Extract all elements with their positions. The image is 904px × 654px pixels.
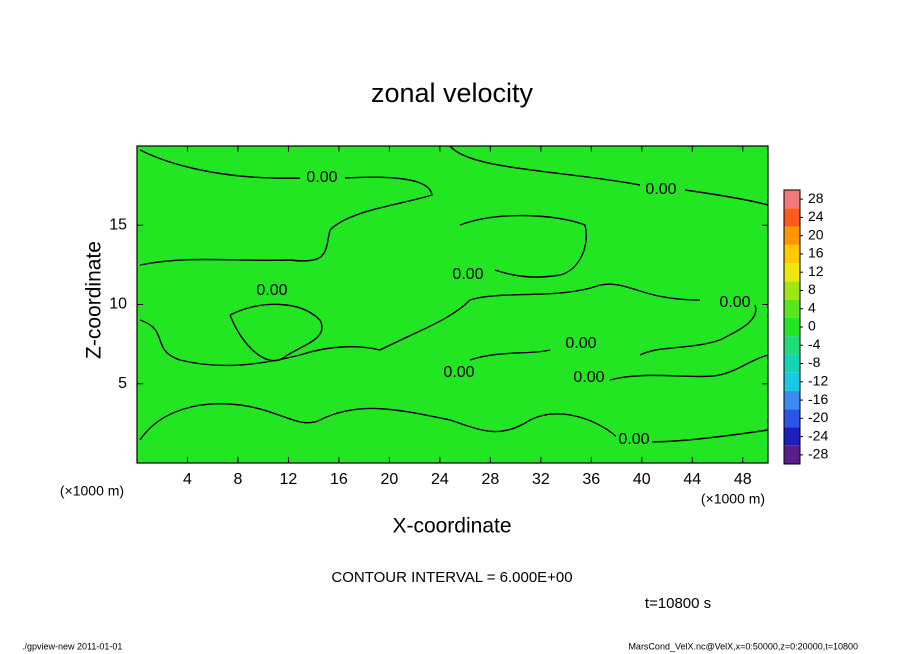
colorbar-label: -28	[808, 446, 828, 462]
colorbar-box	[784, 226, 800, 245]
colorbar-label: 20	[808, 226, 824, 242]
contour-label-bg	[643, 182, 679, 198]
colorbar-label: -12	[808, 373, 828, 389]
x-tick-label: 24	[431, 471, 449, 488]
chart-title: zonal velocity	[371, 78, 534, 108]
colorbar-label: 4	[808, 299, 816, 315]
contour-label-bg	[616, 432, 652, 448]
x-tick-label: 48	[734, 471, 752, 488]
x-tick-label: 12	[280, 471, 298, 488]
colorbar-label: 0	[808, 318, 816, 334]
colorbar-label: -20	[808, 409, 828, 425]
contour-line	[469, 349, 769, 381]
colorbar-label: 16	[808, 245, 824, 261]
colorbar-box	[784, 208, 800, 227]
contour-line	[139, 149, 433, 266]
colorbar-box	[784, 263, 800, 282]
x-tick-label: 32	[532, 471, 550, 488]
contour-label: 0.00	[645, 181, 676, 198]
x-tick-label: 4	[183, 471, 192, 488]
contour-line	[459, 214, 587, 278]
colorbar-box	[784, 281, 800, 300]
colorbar-box	[784, 427, 800, 446]
contour-label: 0.00	[618, 431, 649, 448]
contour-label: 0.00	[443, 364, 474, 381]
contour-label-bg	[571, 370, 607, 386]
x-tick-label: 44	[683, 471, 701, 488]
field	[137, 146, 768, 463]
colorbar-box	[784, 299, 800, 318]
x-tick-label: 20	[381, 471, 399, 488]
y-scale-label: (×1000 m)	[60, 483, 124, 499]
colorbar-label: -24	[808, 427, 828, 443]
colorbar-box	[784, 372, 800, 391]
contours	[139, 145, 769, 443]
x-tick-label: 36	[582, 471, 600, 488]
colorbar-box	[784, 445, 800, 464]
y-tick-label: 5	[118, 375, 127, 392]
colorbar-label: 24	[808, 208, 824, 224]
x-scale-label: (×1000 m)	[701, 491, 765, 507]
contour-label-bg	[717, 295, 753, 311]
colorbar-box	[784, 409, 800, 428]
x-tick-label: 8	[234, 471, 243, 488]
contour-line	[139, 283, 757, 367]
colorbar-label: 28	[808, 190, 824, 206]
contour-label-bg	[450, 267, 486, 283]
contour-label: 0.00	[719, 294, 750, 311]
colorbar-label: 12	[808, 263, 824, 279]
colorbar-box	[784, 354, 800, 373]
contour-interval: CONTOUR INTERVAL = 6.000E+00	[331, 569, 572, 586]
contour-label: 0.00	[573, 369, 604, 386]
contour-label-bg	[441, 365, 477, 381]
contour-line	[229, 303, 323, 362]
contour-label: 0.00	[565, 335, 596, 352]
contour-label-bg	[254, 283, 290, 299]
contour-label: 0.00	[306, 169, 337, 186]
x-tick-label: 28	[481, 471, 499, 488]
colorbar-label: -4	[808, 336, 821, 352]
x-tick-label: 16	[330, 471, 348, 488]
field-fill	[137, 146, 768, 463]
x-tick-label: 40	[633, 471, 651, 488]
colorbar-box	[784, 390, 800, 410]
colorbar-box	[784, 190, 800, 209]
footer-right: MarsCond_VelX.nc@VelX,x=0:50000,z=0:2000…	[628, 641, 858, 651]
y-tick-label: 10	[109, 296, 127, 313]
contour-label-bg	[304, 170, 340, 186]
contour-label: 0.00	[452, 266, 483, 283]
colorbar-box	[784, 244, 800, 264]
colorbar-label: 8	[808, 281, 816, 297]
time-label: t=10800 s	[645, 595, 711, 612]
x-axis-label: X-coordinate	[392, 515, 511, 538]
colorbar-label: -8	[808, 354, 821, 370]
contour-line	[449, 145, 769, 206]
footer-left: ./gpview-new 2011-01-01	[22, 641, 122, 651]
contour-label: 0.00	[256, 282, 287, 299]
y-axis-label: Z-coordinate	[83, 241, 106, 359]
y-tick-label: 15	[109, 216, 127, 233]
contour-label-bg	[563, 336, 599, 352]
colorbar-box	[784, 336, 800, 355]
colorbar-label: -16	[808, 391, 828, 407]
colorbar-box	[784, 317, 800, 337]
